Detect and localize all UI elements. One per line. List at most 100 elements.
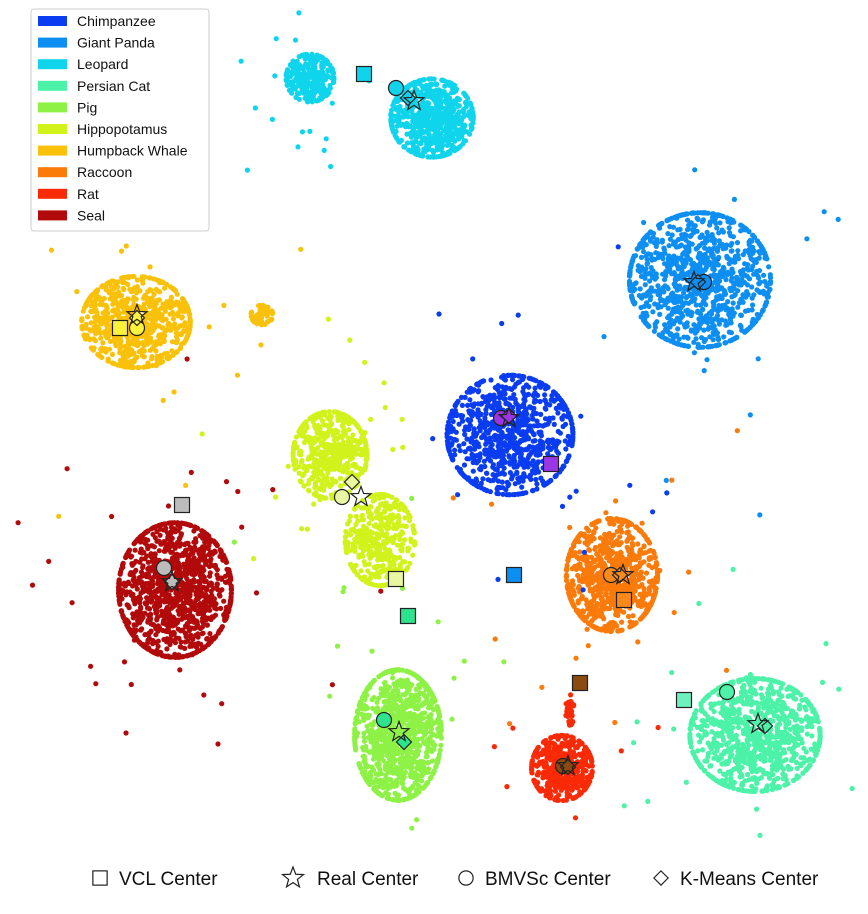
- point-humpback-whale: [234, 372, 241, 378]
- point-persian-cat: [800, 770, 806, 776]
- point-hippopotamus: [352, 548, 358, 554]
- point-chimpanzee: [468, 417, 474, 423]
- point-persian-cat: [849, 785, 855, 792]
- point-hippopotamus: [312, 484, 318, 491]
- point-chimpanzee: [484, 470, 490, 476]
- point-humpback-whale: [118, 248, 125, 254]
- point-hippopotamus: [380, 563, 386, 570]
- point-seal: [228, 591, 234, 597]
- point-giant-panda: [728, 242, 734, 248]
- point-persian-cat: [836, 686, 842, 692]
- point-hippopotamus: [321, 441, 327, 447]
- point-seal: [155, 643, 161, 650]
- point-chimpanzee: [534, 418, 540, 424]
- point-giant-panda: [666, 243, 672, 249]
- point-rat: [534, 763, 540, 769]
- point-hippopotamus: [368, 416, 374, 422]
- point-giant-panda: [756, 255, 762, 261]
- point-giant-panda: [642, 282, 648, 288]
- point-humpback-whale: [221, 302, 227, 308]
- point-seal: [146, 630, 152, 637]
- point-pig: [420, 785, 426, 791]
- point-leopard: [238, 58, 244, 64]
- point-seal: [221, 598, 227, 604]
- point-raccoon: [592, 544, 599, 551]
- point-persian-cat: [754, 806, 760, 812]
- point-chimpanzee: [570, 427, 576, 433]
- point-giant-panda: [643, 266, 649, 272]
- point-pig: [380, 690, 386, 696]
- point-humpback-whale: [99, 345, 105, 351]
- point-hippopotamus: [395, 542, 401, 548]
- point-hippopotamus: [362, 359, 368, 365]
- point-persian-cat: [697, 739, 703, 745]
- point-chimpanzee: [464, 436, 470, 442]
- point-persian-cat: [645, 798, 651, 805]
- point-seal: [204, 622, 210, 628]
- point-giant-panda: [689, 241, 695, 247]
- point-raccoon: [603, 510, 609, 516]
- point-humpback-whale: [134, 277, 140, 283]
- point-giant-panda: [731, 196, 738, 202]
- point-persian-cat: [779, 693, 785, 699]
- point-giant-panda: [716, 238, 722, 244]
- point-raccoon: [686, 569, 692, 575]
- point-raccoon: [652, 591, 658, 597]
- point-chimpanzee: [542, 416, 549, 422]
- point-raccoon: [599, 595, 605, 601]
- point-leopard: [252, 105, 258, 111]
- point-hippopotamus: [350, 432, 356, 438]
- point-seal: [46, 558, 52, 565]
- point-humpback-whale: [109, 351, 115, 357]
- point-seal: [176, 536, 182, 542]
- point-pig: [435, 619, 441, 625]
- point-persian-cat: [779, 681, 785, 687]
- point-chimpanzee: [530, 458, 536, 464]
- point-rat: [618, 748, 624, 754]
- point-hippopotamus: [390, 446, 396, 453]
- point-giant-panda: [750, 302, 756, 308]
- point-leopard: [296, 10, 302, 16]
- point-rat: [655, 724, 661, 731]
- point-raccoon: [734, 428, 740, 434]
- point-chimpanzee: [542, 392, 548, 398]
- point-giant-panda: [665, 231, 671, 237]
- point-pig: [327, 693, 333, 699]
- point-giant-panda: [671, 306, 677, 313]
- point-persian-cat: [801, 755, 807, 761]
- point-humpback-whale: [107, 338, 113, 344]
- point-chimpanzee: [456, 421, 462, 427]
- point-persian-cat: [786, 746, 792, 752]
- point-giant-panda: [698, 234, 704, 240]
- point-chimpanzee: [545, 451, 551, 457]
- point-persian-cat: [717, 768, 723, 774]
- point-giant-panda: [664, 284, 670, 290]
- point-persian-cat: [739, 773, 745, 779]
- point-hippopotamus: [382, 404, 388, 411]
- point-persian-cat: [778, 751, 784, 757]
- point-seal: [188, 469, 194, 475]
- point-giant-panda: [723, 277, 729, 283]
- point-seal: [165, 503, 172, 509]
- point-giant-panda: [694, 245, 701, 251]
- point-persian-cat: [813, 745, 819, 752]
- point-pig: [386, 738, 392, 744]
- point-chimpanzee: [506, 441, 513, 447]
- point-chimpanzee: [512, 491, 518, 498]
- point-giant-panda: [653, 271, 659, 277]
- point-giant-panda: [691, 350, 698, 356]
- point-raccoon: [587, 600, 593, 606]
- point-chimpanzee: [461, 441, 467, 447]
- point-raccoon: [580, 567, 587, 573]
- point-hippopotamus: [366, 561, 372, 567]
- point-giant-panda: [704, 315, 710, 321]
- point-seal: [185, 553, 191, 560]
- point-giant-panda: [693, 302, 699, 308]
- point-seal: [199, 624, 205, 630]
- point-giant-panda: [726, 225, 732, 231]
- point-leopard: [439, 77, 445, 83]
- point-raccoon: [626, 613, 632, 620]
- point-pig: [231, 539, 237, 545]
- point-giant-panda: [638, 241, 644, 247]
